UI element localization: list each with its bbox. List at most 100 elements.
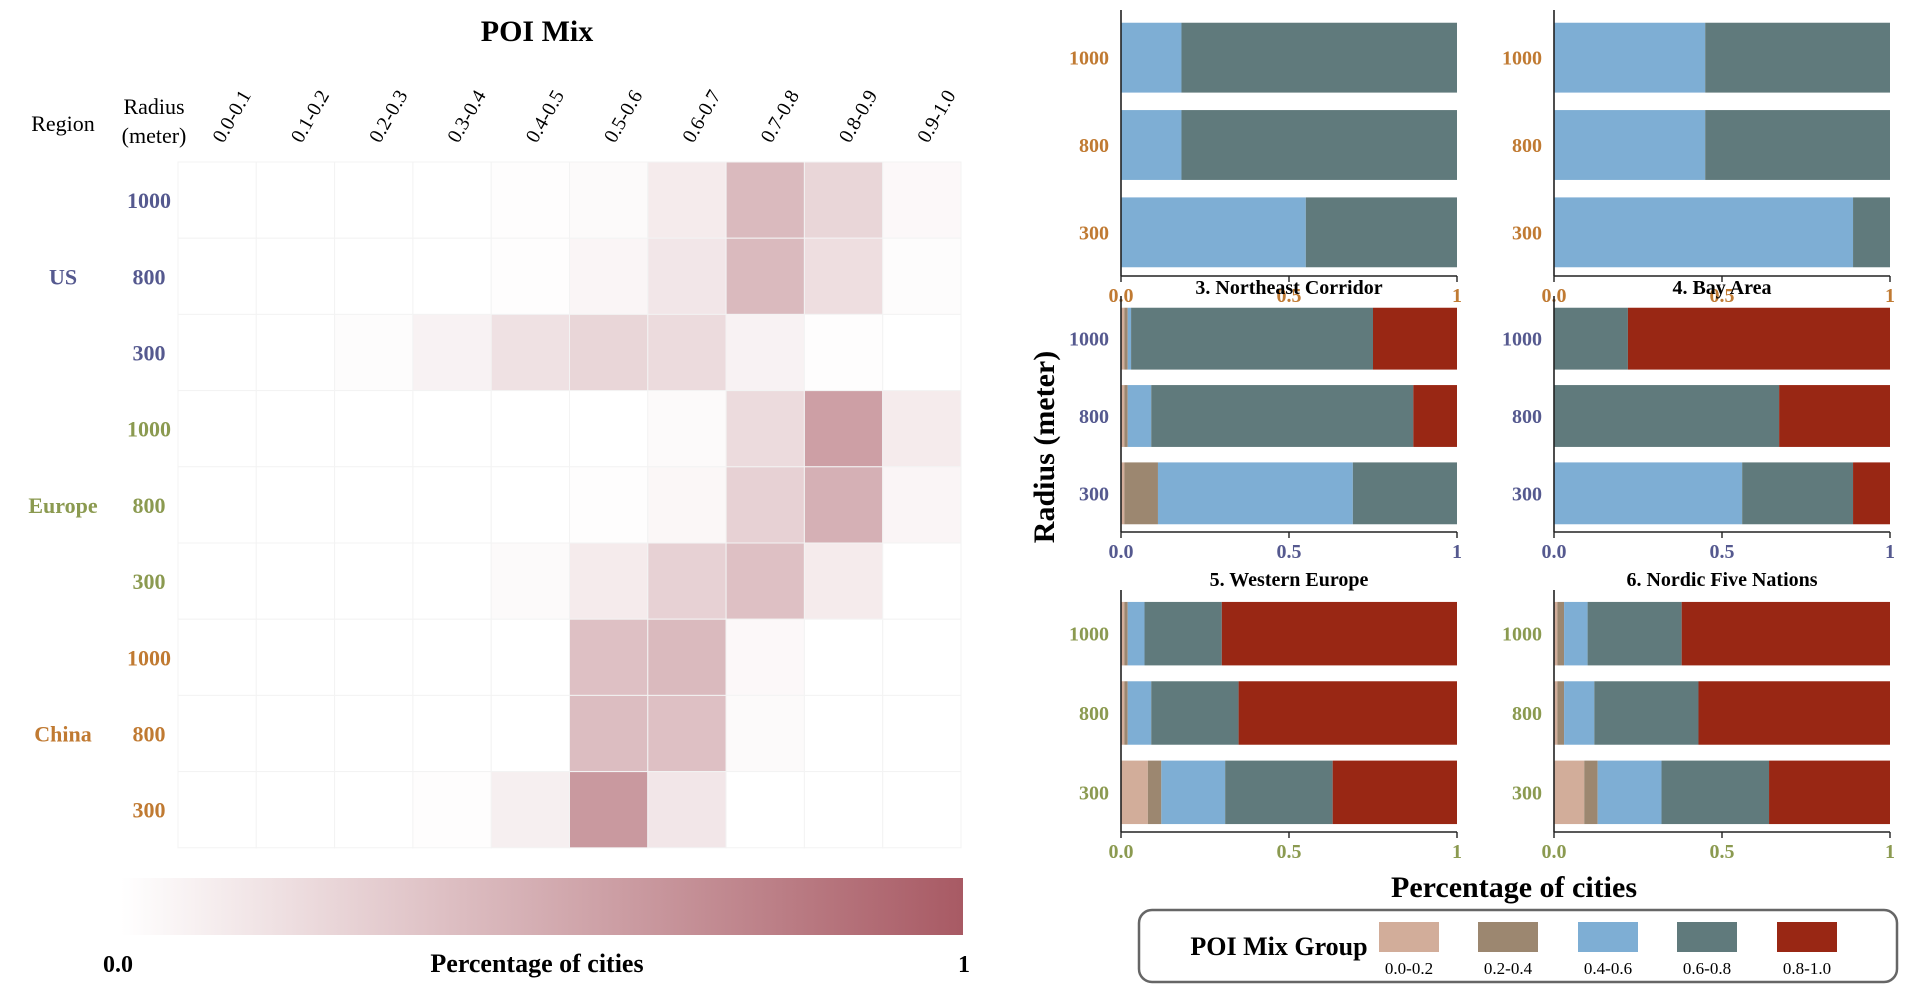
- heatmap-cell: [412, 237, 492, 315]
- heatmap-radius-header-line2: (meter): [122, 123, 187, 148]
- bar-segment: [1225, 760, 1333, 825]
- bar-segment: [1151, 385, 1414, 447]
- bar-x-tick-label: 1: [1452, 541, 1462, 563]
- bar-radius-label: 300: [1079, 782, 1109, 804]
- heatmap-cell: [569, 313, 649, 392]
- heatmap-radius-label: 300: [133, 569, 166, 594]
- bar-segment: [1373, 307, 1457, 370]
- heatmap-cell: [803, 237, 884, 315]
- bar-panel: 5. Western Europe 1000 800 300 0.0 0.5 1: [1069, 569, 1462, 863]
- heatmap-cell: [803, 771, 884, 849]
- legend-swatch: [1379, 922, 1439, 952]
- heatmap-cell: [725, 466, 805, 544]
- bar-radius-label: 300: [1512, 222, 1542, 244]
- bar-segment: [1181, 22, 1457, 93]
- bar-shared-ylabel: Radius (meter): [1028, 351, 1061, 543]
- heatmap-cell: [569, 237, 649, 315]
- bar-segment: [1121, 601, 1125, 666]
- heatmap-column-label: 0.8-0.9: [835, 86, 882, 146]
- heatmap-radius-label: 800: [133, 493, 166, 518]
- heatmap-cell: [334, 313, 414, 392]
- bar-segment: [1124, 307, 1128, 370]
- heatmap-cell: [725, 313, 805, 392]
- heatmap-cell: [569, 542, 649, 620]
- bar-segment: [1597, 760, 1662, 825]
- bar-segment: [1779, 385, 1890, 447]
- heatmap-cell: [882, 237, 962, 315]
- heatmap-cell: [882, 390, 962, 468]
- heatmap-column-labels: 0.0-0.1 0.1-0.2 0.2-0.3 0.3-0.4 0.4-0.5 0.5-0…: [208, 86, 960, 146]
- heatmap-cell: [882, 618, 962, 696]
- legend-entry-label: 0.4-0.6: [1584, 959, 1632, 978]
- bar-segment: [1161, 760, 1226, 825]
- heatmap-cell: [177, 313, 257, 392]
- heatmap-chart: POI Mix Region Radius (meter) 0.0-0.1 0.1…: [28, 15, 962, 849]
- heatmap-cells: [177, 161, 962, 849]
- bar-segment: [1127, 385, 1152, 447]
- heatmap-cell: [255, 313, 336, 392]
- bar-x-tick-label: 0.0: [1109, 541, 1134, 563]
- heatmap-cell: [412, 313, 492, 392]
- heatmap-cell: [255, 466, 336, 544]
- legend-swatch: [1777, 922, 1837, 952]
- bar-segment: [1157, 462, 1353, 525]
- bar-x-tick-label: 1: [1885, 841, 1895, 863]
- bar-segment: [1554, 681, 1558, 745]
- bar-radius-label: 300: [1512, 782, 1542, 804]
- bar-radius-label: 300: [1079, 483, 1109, 505]
- bar-segment: [1587, 601, 1682, 666]
- heatmap-cell: [490, 771, 571, 849]
- bar-panel: 4. Bay Area 1000 800 300 0.0 0.5 1: [1502, 277, 1895, 563]
- bar-x-tick-label: 0.0: [1109, 841, 1134, 863]
- bar-radius-label: 1000: [1069, 624, 1109, 646]
- heatmap-cell: [725, 161, 805, 239]
- heatmap-cell: [569, 694, 649, 773]
- bar-segment: [1554, 110, 1706, 180]
- bar-radius-label: 1000: [1502, 329, 1542, 351]
- bar-segment: [1705, 22, 1890, 93]
- heatmap-radius-header-line1: Radius: [123, 94, 184, 119]
- heatmap-cell: [334, 390, 414, 468]
- heatmap-cell: [412, 618, 492, 696]
- heatmap-cell: [647, 542, 727, 620]
- heatmap-cell: [177, 390, 257, 468]
- bar-segment: [1124, 462, 1158, 525]
- bar-segment: [1413, 385, 1457, 447]
- colorbar-max-label: 1: [958, 952, 970, 978]
- heatmap-cell: [725, 390, 805, 468]
- heatmap-cell: [334, 466, 414, 544]
- heatmap-cell: [255, 618, 336, 696]
- heatmap-cell: [647, 161, 727, 239]
- bar-segment: [1221, 601, 1457, 666]
- heatmap-cell: [334, 694, 414, 773]
- bar-segment: [1332, 760, 1457, 825]
- bar-segment: [1305, 197, 1457, 268]
- bar-segment: [1124, 601, 1128, 666]
- bar-segment: [1557, 681, 1565, 745]
- bar-segment: [1554, 197, 1854, 268]
- heatmap-cell: [490, 237, 571, 315]
- heatmap-cell: [725, 542, 805, 620]
- bar-segment: [1627, 307, 1890, 370]
- heatmap-cell: [490, 694, 571, 773]
- legend-title: POI Mix Group: [1190, 932, 1367, 961]
- bar-radius-label: 800: [1512, 703, 1542, 725]
- colorbar-min-label: 0.0: [103, 952, 133, 978]
- bar-x-tick-label: 0.5: [1277, 541, 1302, 563]
- bar-segment: [1681, 601, 1890, 666]
- bar-radius-label: 1000: [1069, 48, 1109, 70]
- heatmap-cell: [882, 313, 962, 392]
- heatmap-cell: [255, 542, 336, 620]
- bar-segment: [1705, 110, 1890, 180]
- heatmap-cell: [490, 466, 571, 544]
- bar-panel-title: 4. Bay Area: [1672, 277, 1771, 299]
- heatmap-cell: [334, 771, 414, 849]
- bar-segment: [1121, 197, 1306, 268]
- heatmap-cell: [569, 618, 649, 696]
- bar-x-tick-label: 0.0: [1542, 541, 1567, 563]
- heatmap-column-label: 0.5-0.6: [600, 86, 647, 146]
- bar-segment: [1147, 760, 1162, 825]
- heatmap-cell: [725, 237, 805, 315]
